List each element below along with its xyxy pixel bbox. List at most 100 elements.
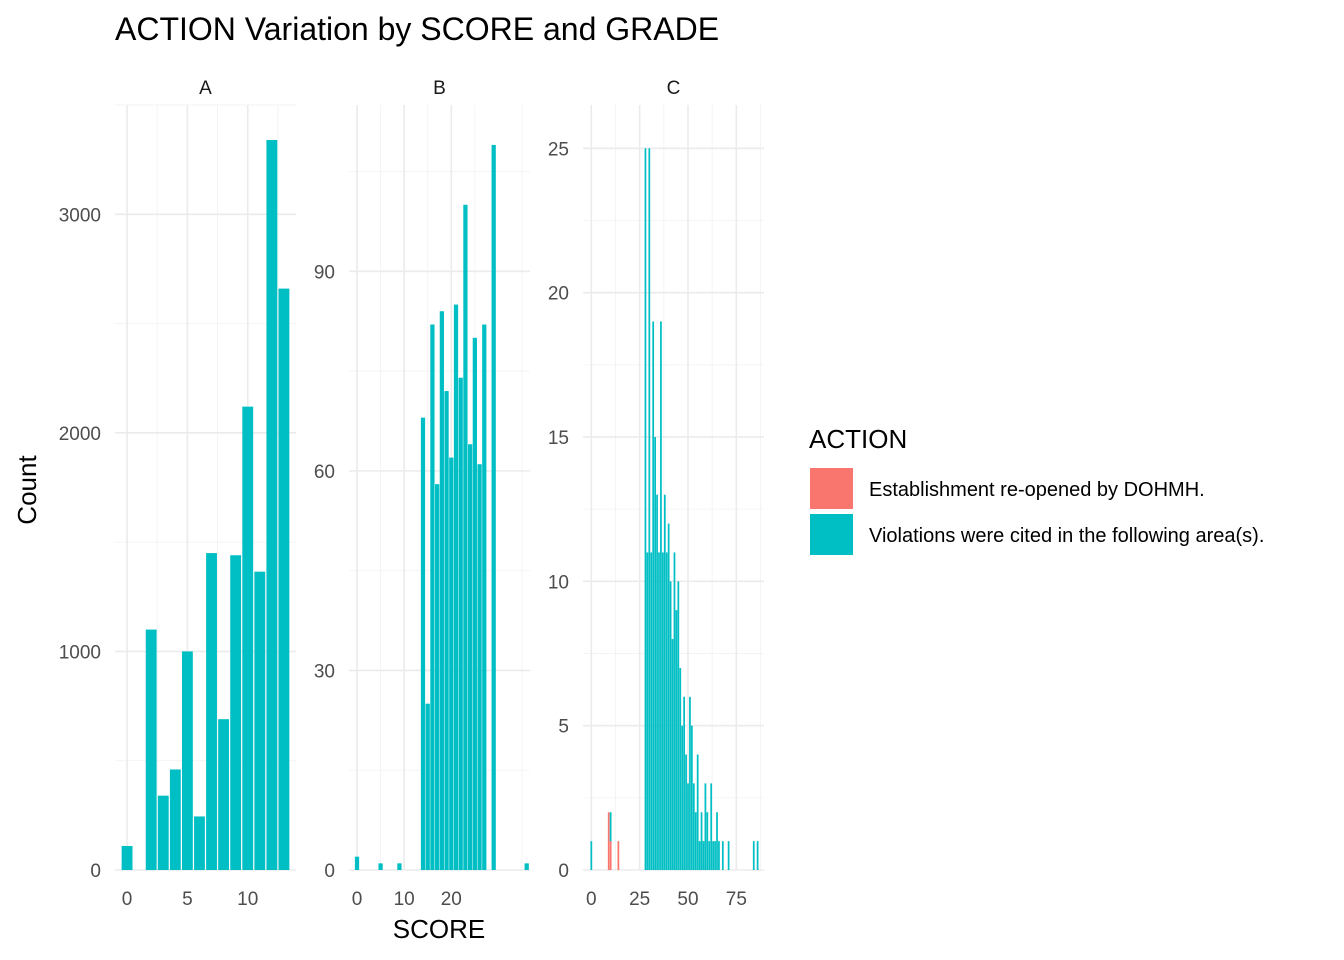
legend-label: Violations were cited in the following a… (869, 525, 1264, 547)
bar (656, 494, 658, 870)
facet-strip-label: B (433, 78, 446, 99)
legend-label: Establishment re-opened by DOHMH. (869, 479, 1205, 501)
bar (254, 571, 266, 870)
bar (685, 754, 687, 870)
chart-title: ACTION Variation by SCORE and GRADE (115, 11, 719, 47)
bar (696, 754, 699, 870)
bar (590, 841, 593, 870)
bar (524, 863, 529, 870)
bar (704, 783, 707, 870)
bar (121, 845, 133, 870)
bar (278, 288, 290, 871)
bar (181, 651, 193, 870)
bar (687, 783, 689, 870)
bar (472, 337, 477, 871)
x-tick-label: 20 (441, 889, 462, 910)
bar (439, 311, 444, 870)
bar (449, 457, 454, 870)
facet-panel-c: C 0 5 10 15 20 25 0 25 50 75 (548, 78, 764, 910)
facet-strip-label: A (199, 78, 212, 99)
bar (430, 324, 435, 870)
bar (660, 321, 662, 871)
y-tick-label: 3000 (59, 205, 101, 226)
legend-title: ACTION (809, 424, 907, 454)
bar (679, 667, 682, 870)
bar (675, 610, 678, 870)
facet-panels: A 0 1000 2000 3000 0 5 10 B 0 30 60 90 0 10 20 C 0 5 10 15 20… (59, 78, 764, 910)
bar (157, 795, 169, 870)
bar (458, 377, 463, 870)
facet-strip-label: C (667, 78, 681, 99)
y-tick-label: 5 (558, 717, 569, 738)
x-tick-label: 10 (394, 889, 415, 910)
bar (665, 552, 668, 870)
bar (644, 148, 647, 870)
bar (646, 552, 649, 870)
bar (425, 703, 430, 870)
y-tick-label: 25 (548, 139, 569, 160)
x-tick-label: 0 (352, 889, 363, 910)
bar (673, 552, 676, 870)
bar (708, 841, 711, 870)
bar (169, 769, 181, 870)
bar (716, 812, 718, 870)
bar (607, 812, 610, 870)
bar (698, 841, 701, 870)
bar (453, 304, 459, 871)
x-tick-label: 75 (726, 889, 747, 910)
bar (468, 444, 473, 870)
x-tick-label: 0 (122, 889, 133, 910)
y-tick-label: 20 (548, 284, 569, 305)
bar (667, 523, 670, 870)
bar (658, 552, 660, 870)
y-axis-title: Count (12, 455, 42, 525)
bar (654, 436, 656, 870)
facet-panel-b: B 0 30 60 90 0 10 20 (314, 78, 530, 910)
y-tick-label: 2000 (59, 424, 101, 445)
bar (706, 812, 709, 870)
bar (661, 552, 664, 870)
x-tick-label: 5 (182, 889, 193, 910)
bar (683, 696, 686, 870)
bar (712, 841, 715, 870)
bar (650, 552, 653, 870)
y-tick-label: 90 (314, 262, 335, 283)
bar (435, 484, 440, 870)
bar (206, 553, 217, 870)
bar (681, 725, 684, 870)
y-tick-label: 1000 (59, 642, 101, 663)
bar (648, 148, 651, 870)
x-tick-label: 10 (237, 889, 258, 910)
bar (218, 719, 230, 870)
bar (691, 725, 693, 870)
bar (378, 863, 383, 870)
bar (652, 321, 655, 871)
bar (671, 639, 674, 870)
bar (444, 391, 449, 870)
bar (663, 494, 666, 870)
x-tick-label: 0 (586, 889, 597, 910)
bar (420, 417, 426, 870)
y-tick-label: 0 (90, 861, 101, 882)
bar (617, 841, 620, 870)
y-tick-label: 15 (548, 428, 569, 449)
x-tick-label: 25 (629, 889, 650, 910)
bar (702, 841, 705, 870)
bar (266, 139, 278, 870)
bar (145, 629, 157, 870)
bar (609, 841, 612, 870)
bar (477, 464, 482, 870)
bar (669, 581, 672, 870)
bar (677, 581, 680, 870)
bar (710, 783, 713, 870)
bar (397, 863, 402, 870)
bar (354, 856, 360, 870)
bar (463, 204, 468, 871)
bar (609, 812, 612, 842)
y-tick-label: 30 (314, 661, 335, 682)
bar (692, 783, 695, 870)
facet-panel-a: A 0 1000 2000 3000 0 5 10 (59, 78, 296, 910)
bar (689, 696, 691, 870)
y-tick-label: 0 (558, 861, 569, 882)
